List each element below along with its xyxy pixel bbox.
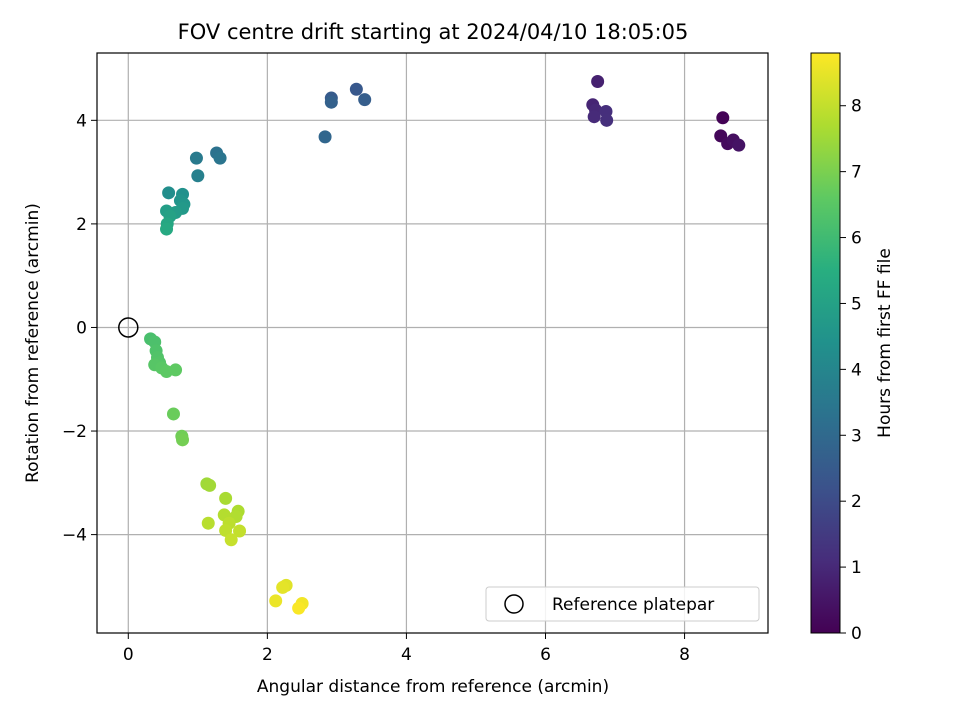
y-tick-label: 4 <box>76 111 87 131</box>
colorbar-tick-label: 6 <box>851 229 862 249</box>
data-point <box>600 113 614 127</box>
colorbar-tick-label: 1 <box>851 558 862 578</box>
data-point <box>191 169 205 183</box>
y-tick-label: 2 <box>76 215 87 235</box>
x-tick-label: 0 <box>123 645 134 665</box>
chart-title: FOV centre drift starting at 2024/04/10 … <box>178 20 689 44</box>
x-axis-label: Angular distance from reference (arcmin) <box>257 677 609 697</box>
legend-box <box>485 586 760 622</box>
data-point <box>176 433 190 447</box>
data-point <box>591 74 605 88</box>
colorbar-tick-label: 2 <box>851 492 862 512</box>
data-point <box>358 93 372 107</box>
data-point <box>162 186 176 200</box>
x-tick-label: 4 <box>401 645 412 665</box>
colorbar-tick-label: 4 <box>851 360 862 380</box>
colorbar-gradient <box>810 52 841 634</box>
data-point <box>324 95 338 109</box>
colorbar-tick-label: 7 <box>851 163 862 183</box>
y-tick-label: −4 <box>62 526 87 546</box>
colorbar-tick-label: 0 <box>851 624 862 644</box>
data-point <box>213 151 227 165</box>
data-point <box>276 580 290 594</box>
colorbar-tick-label: 3 <box>851 426 862 446</box>
data-point <box>349 82 363 96</box>
data-point <box>233 524 247 538</box>
data-point <box>318 130 332 144</box>
colorbar-ticks: 0 1 2 3 4 5 6 7 8 <box>840 97 862 644</box>
colorbar: 0 1 2 3 4 5 6 7 8 Hours from first FF file <box>810 52 895 644</box>
x-tick-label: 6 <box>540 645 551 665</box>
data-point <box>587 110 601 124</box>
data-point <box>219 491 233 505</box>
data-point <box>732 138 746 152</box>
data-point <box>292 601 306 615</box>
plot-frame <box>96 52 769 634</box>
legend: Reference platepar <box>485 586 760 622</box>
x-tick-label: 8 <box>679 645 690 665</box>
data-point <box>166 407 180 421</box>
legend-marker-reference <box>504 594 524 614</box>
y-tick-label: 0 <box>76 318 87 338</box>
data-point <box>169 363 183 377</box>
colorbar-label: Hours from first FF file <box>875 248 895 438</box>
plot-area: 0 2 4 6 8 −4 −2 0 2 4 <box>62 52 769 665</box>
y-axis-label: Rotation from reference (arcmin) <box>23 203 43 483</box>
data-point <box>189 151 203 165</box>
y-tick-label: −2 <box>62 422 87 442</box>
data-point <box>160 222 174 236</box>
legend-label-reference: Reference platepar <box>552 595 714 615</box>
data-point <box>203 478 217 492</box>
data-point <box>269 594 283 608</box>
data-point <box>716 111 730 125</box>
colorbar-tick-label: 8 <box>851 97 862 117</box>
data-point <box>224 533 238 547</box>
data-point <box>201 516 215 530</box>
colorbar-tick-label: 5 <box>851 294 862 314</box>
x-tick-label: 2 <box>262 645 273 665</box>
reference-marker <box>118 317 139 338</box>
